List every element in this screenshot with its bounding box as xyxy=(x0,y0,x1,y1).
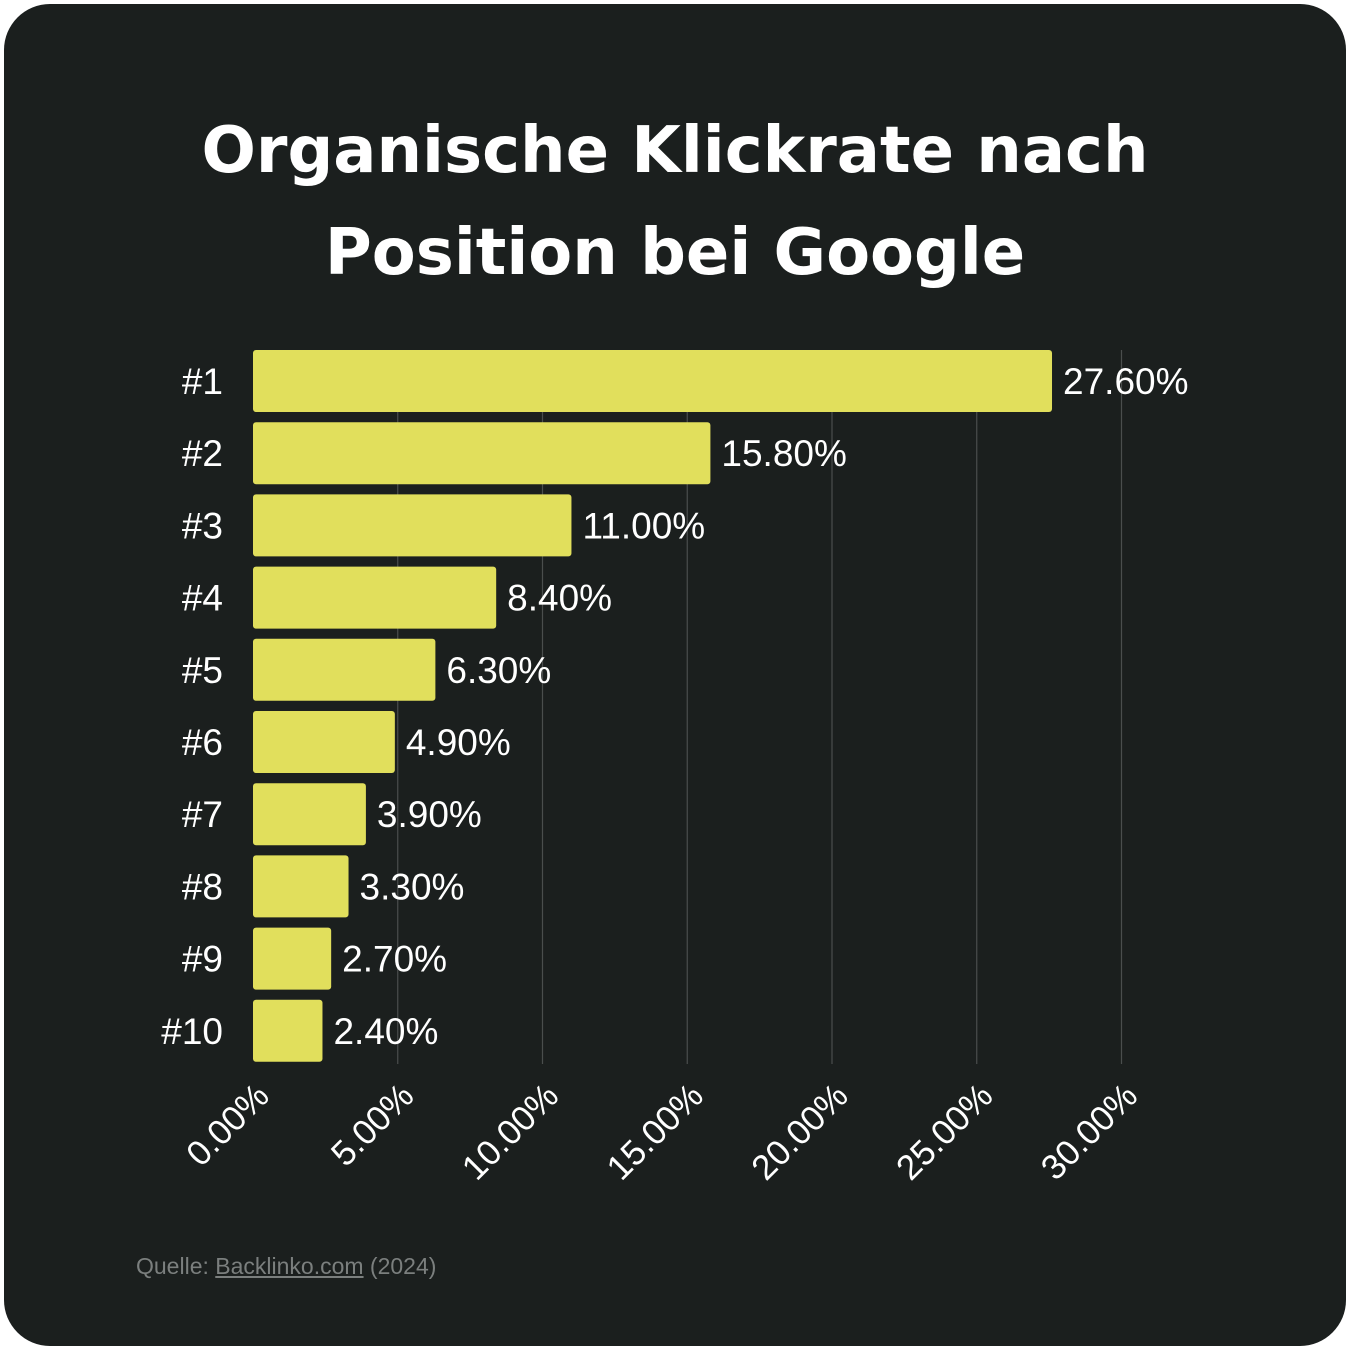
value-label: 2.70% xyxy=(342,939,447,980)
source-link[interactable]: Backlinko.com xyxy=(215,1253,364,1279)
category-label: #4 xyxy=(182,578,223,619)
x-tick-label: 10.00% xyxy=(455,1076,567,1188)
chart-title-line-1: Organische Klickrate nach xyxy=(201,114,1149,188)
bar xyxy=(253,783,366,846)
bar xyxy=(253,638,436,701)
category-label: #5 xyxy=(182,650,223,691)
x-tick-label: 0.00% xyxy=(179,1076,277,1174)
x-tick-label: 25.00% xyxy=(889,1076,1001,1188)
value-label: 11.00% xyxy=(582,505,705,546)
value-label: 3.90% xyxy=(377,794,482,835)
bar xyxy=(253,566,497,629)
category-label: #10 xyxy=(161,1011,223,1052)
bar xyxy=(253,350,1053,412)
category-label: #8 xyxy=(182,866,223,907)
category-label: #1 xyxy=(182,361,223,402)
category-label: #2 xyxy=(182,433,223,474)
bars xyxy=(253,350,1053,1062)
source-suffix: (2024) xyxy=(363,1253,437,1279)
value-label: 15.80% xyxy=(721,433,847,474)
chart-title-line-2: Position bei Google xyxy=(324,216,1026,290)
bar xyxy=(253,422,711,485)
category-labels: #1 #2 #3 #4 #5 #6 #7 #8 #9 #10 xyxy=(161,361,223,1052)
category-label: #7 xyxy=(182,794,223,835)
x-tick-label: 15.00% xyxy=(599,1076,711,1188)
value-label: 2.40% xyxy=(333,1011,438,1052)
bar xyxy=(253,711,395,773)
bar-chart: #1 #2 #3 #4 #5 #6 #7 #8 #9 #10 27.60% 15.80% 11.00%… xyxy=(161,350,1189,1188)
bar xyxy=(253,999,323,1062)
value-label: 27.60% xyxy=(1063,361,1189,402)
value-label: 4.90% xyxy=(406,722,511,763)
source-note: Quelle: Backlinko.com (2024) xyxy=(136,1251,436,1281)
source-prefix: Quelle: xyxy=(136,1253,216,1279)
category-label: #3 xyxy=(182,505,223,546)
value-label: 6.30% xyxy=(446,650,551,691)
bar xyxy=(253,855,349,918)
x-axis-tick-labels: 0.00% 5.00% 10.00% 15.00% 20.00% 25.00% 30.00% xyxy=(179,1076,1145,1188)
x-tick-label: 30.00% xyxy=(1034,1076,1146,1188)
chart-card: Organische Klickrate nach Position bei G… xyxy=(4,4,1346,1346)
x-tick-label: 5.00% xyxy=(324,1076,422,1174)
value-label: 8.40% xyxy=(507,578,612,619)
category-label: #6 xyxy=(182,722,223,763)
x-tick-label: 20.00% xyxy=(744,1076,856,1188)
bar xyxy=(253,927,332,990)
value-labels: 27.60% 15.80% 11.00% 8.40% 6.30% 4.90% 3.90% 3.… xyxy=(333,361,1188,1052)
chart-title: Organische Klickrate nach Position bei G… xyxy=(4,100,1346,304)
category-label: #9 xyxy=(182,939,223,980)
bar xyxy=(253,494,572,557)
value-label: 3.30% xyxy=(360,866,465,907)
